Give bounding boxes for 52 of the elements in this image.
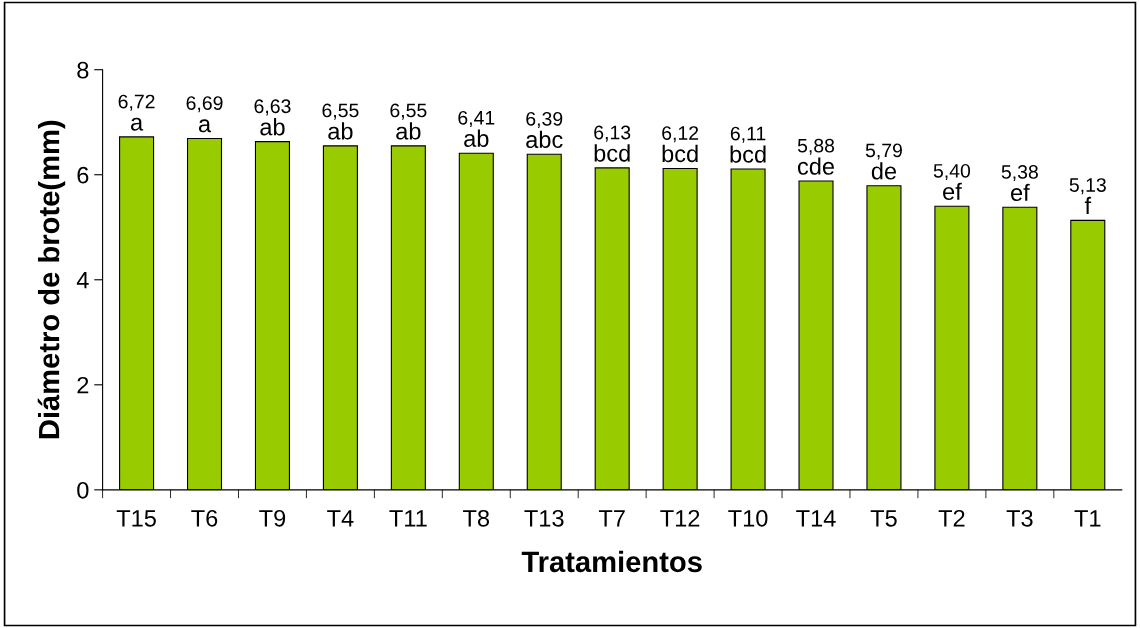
x-tick-label: T6	[191, 509, 218, 527]
annotation: ab	[464, 129, 489, 147]
data-label: 5,79	[865, 143, 902, 160]
data-label: 6,55	[390, 103, 427, 120]
data-label: 5,40	[933, 163, 971, 181]
x-tick-label: T13	[524, 509, 564, 527]
y-tick-label: 4	[76, 272, 89, 289]
annotation: ab	[328, 122, 353, 140]
y-tick-label: 6	[77, 166, 89, 184]
annotation: cde	[797, 157, 834, 175]
data-label: 5,88	[797, 138, 835, 155]
data-label: 6,41	[458, 110, 495, 127]
data-label: 6,39	[526, 111, 563, 129]
annotation: ab	[396, 122, 421, 140]
x-axis-title: Tratamientos	[521, 550, 702, 573]
y-tick-label: 8	[77, 61, 89, 79]
x-tick-label: T1	[1074, 510, 1101, 527]
y-axis-title: Diámetro de brote(mm)	[37, 120, 66, 439]
x-tick-label: T12	[660, 509, 700, 527]
x-tick-label: T11	[389, 510, 427, 527]
x-tick-label: T7	[598, 510, 625, 527]
x-tick-label: T5	[870, 510, 897, 527]
data-label: 6,12	[662, 126, 699, 143]
data-label: 5,38	[1001, 165, 1038, 182]
data-label: 6,13	[594, 125, 631, 142]
annotation: ef	[943, 182, 962, 201]
x-tick-label: T3	[1006, 509, 1033, 527]
annotation: bcd	[730, 145, 766, 163]
data-label: 6,63	[254, 99, 291, 116]
x-tick-label: T14	[796, 510, 836, 527]
x-tick-label: T2	[938, 509, 965, 527]
annotation: bcd	[662, 144, 698, 163]
annotation: f	[1084, 196, 1092, 214]
annotation: a	[198, 119, 212, 133]
data-label: 6,69	[186, 96, 223, 113]
x-tick-label: T15	[116, 510, 156, 527]
y-tick-label: 2	[77, 376, 89, 394]
annotation: ef	[1011, 183, 1030, 202]
x-tick-label: T8	[463, 509, 490, 527]
annotation: ab	[260, 118, 285, 136]
annotation: de	[871, 162, 897, 180]
annotation: abc	[526, 130, 563, 149]
data-label: 5,13	[1069, 178, 1106, 195]
data-label: 6,55	[322, 103, 359, 120]
data-label: 6,72	[118, 94, 155, 111]
annotation: bcd	[594, 144, 630, 162]
x-tick-label: T4	[327, 510, 354, 527]
data-label: 6,11	[730, 126, 766, 143]
x-tick-label: T9	[259, 509, 286, 527]
y-tick-label: 0	[77, 481, 89, 499]
annotation: a	[131, 117, 144, 131]
x-tick-label: T10	[728, 509, 768, 527]
